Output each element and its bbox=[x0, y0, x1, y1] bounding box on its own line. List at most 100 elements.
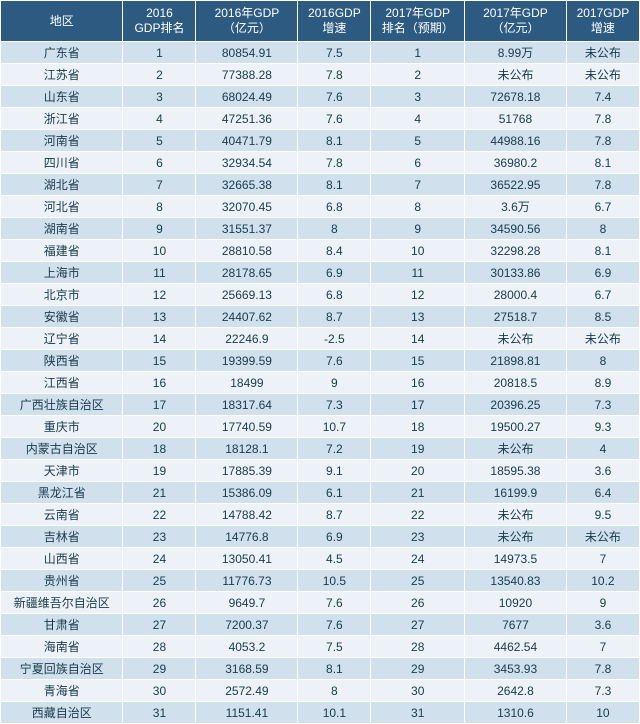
table-row: 新疆维吾尔自治区269649.77.626109209 bbox=[1, 592, 640, 614]
cell-growth16: 7.6 bbox=[298, 86, 371, 108]
cell-rank17: 1 bbox=[371, 42, 465, 64]
cell-growth16: 8.1 bbox=[298, 130, 371, 152]
cell-region: 甘肃省 bbox=[1, 614, 123, 636]
cell-rank17: 15 bbox=[371, 350, 465, 372]
cell-region: 江苏省 bbox=[1, 64, 123, 86]
cell-gdp16: 32934.54 bbox=[196, 152, 298, 174]
cell-growth16: 10.5 bbox=[298, 570, 371, 592]
cell-growth16: 6.8 bbox=[298, 196, 371, 218]
cell-rank16: 15 bbox=[123, 350, 196, 372]
cell-gdp17: 19500.27 bbox=[465, 416, 567, 438]
cell-gdp16: 47251.36 bbox=[196, 108, 298, 130]
cell-gdp17: 18595.38 bbox=[465, 460, 567, 482]
cell-rank17: 29 bbox=[371, 658, 465, 680]
cell-rank16: 25 bbox=[123, 570, 196, 592]
table-row: 浙江省447251.367.64517687.8 bbox=[1, 108, 640, 130]
cell-region: 云南省 bbox=[1, 504, 123, 526]
cell-gdp17: 51768 bbox=[465, 108, 567, 130]
cell-rank17: 27 bbox=[371, 614, 465, 636]
cell-gdp16: 15386.09 bbox=[196, 482, 298, 504]
cell-gdp16: 7200.37 bbox=[196, 614, 298, 636]
cell-rank17: 7 bbox=[371, 174, 465, 196]
cell-growth16: 10.1 bbox=[298, 702, 371, 724]
cell-growth17: 6.4 bbox=[566, 482, 639, 504]
cell-gdp16: 32070.45 bbox=[196, 196, 298, 218]
cell-gdp17: 36980.2 bbox=[465, 152, 567, 174]
cell-gdp16: 2572.49 bbox=[196, 680, 298, 702]
table-row: 四川省632934.547.8636980.28.1 bbox=[1, 152, 640, 174]
cell-rank17: 28 bbox=[371, 636, 465, 658]
table-row: 陕西省1519399.597.61521898.818 bbox=[1, 350, 640, 372]
header-growth16: 2016GDP增速 bbox=[298, 1, 371, 42]
cell-rank17: 3 bbox=[371, 86, 465, 108]
header-growth17: 2017GDP增速 bbox=[566, 1, 639, 42]
cell-region: 广西壮族自治区 bbox=[1, 394, 123, 416]
cell-rank16: 10 bbox=[123, 240, 196, 262]
cell-gdp16: 32665.38 bbox=[196, 174, 298, 196]
cell-gdp17: 44988.16 bbox=[465, 130, 567, 152]
cell-growth17: 9.5 bbox=[566, 504, 639, 526]
cell-rank17: 26 bbox=[371, 592, 465, 614]
cell-region: 吉林省 bbox=[1, 526, 123, 548]
table-row: 辽宁省1422246.9-2.514未公布未公布 bbox=[1, 328, 640, 350]
cell-gdp17: 未公布 bbox=[465, 438, 567, 460]
header-gdp16: 2016年GDP（亿元） bbox=[196, 1, 298, 42]
table-row: 广西壮族自治区1718317.647.31720396.257.3 bbox=[1, 394, 640, 416]
cell-growth17: 6.7 bbox=[566, 284, 639, 306]
cell-growth17: 8.1 bbox=[566, 240, 639, 262]
cell-gdp17: 16199.9 bbox=[465, 482, 567, 504]
cell-growth16: 8 bbox=[298, 218, 371, 240]
cell-rank16: 14 bbox=[123, 328, 196, 350]
cell-rank16: 22 bbox=[123, 504, 196, 526]
cell-rank17: 2 bbox=[371, 64, 465, 86]
cell-gdp16: 80854.91 bbox=[196, 42, 298, 64]
table-row: 黑龙江省2115386.096.12116199.96.4 bbox=[1, 482, 640, 504]
cell-rank16: 29 bbox=[123, 658, 196, 680]
cell-growth16: 7.3 bbox=[298, 394, 371, 416]
table-row: 安徽省1324407.628.71327518.78.5 bbox=[1, 306, 640, 328]
table-row: 河南省540471.798.1544988.167.8 bbox=[1, 130, 640, 152]
cell-rank16: 2 bbox=[123, 64, 196, 86]
cell-gdp16: 14776.8 bbox=[196, 526, 298, 548]
table-row: 贵州省2511776.7310.52513540.8310.2 bbox=[1, 570, 640, 592]
cell-region: 江西省 bbox=[1, 372, 123, 394]
header-rank16: 2016GDP排名 bbox=[123, 1, 196, 42]
table-row: 云南省2214788.428.722未公布9.5 bbox=[1, 504, 640, 526]
cell-gdp16: 14788.42 bbox=[196, 504, 298, 526]
cell-gdp16: 13050.41 bbox=[196, 548, 298, 570]
cell-rank17: 9 bbox=[371, 218, 465, 240]
cell-rank16: 12 bbox=[123, 284, 196, 306]
cell-gdp17: 4462.54 bbox=[465, 636, 567, 658]
cell-region: 山东省 bbox=[1, 86, 123, 108]
table-row: 广东省180854.917.518.99万未公布 bbox=[1, 42, 640, 64]
cell-rank17: 16 bbox=[371, 372, 465, 394]
cell-gdp16: 24407.62 bbox=[196, 306, 298, 328]
cell-rank16: 28 bbox=[123, 636, 196, 658]
table-row: 海南省284053.27.5284462.547 bbox=[1, 636, 640, 658]
cell-rank17: 12 bbox=[371, 284, 465, 306]
table-row: 山西省2413050.414.52414973.57 bbox=[1, 548, 640, 570]
cell-rank17: 13 bbox=[371, 306, 465, 328]
cell-gdp16: 4053.2 bbox=[196, 636, 298, 658]
table-row: 江苏省277388.287.82未公布未公布 bbox=[1, 64, 640, 86]
cell-region: 新疆维吾尔自治区 bbox=[1, 592, 123, 614]
cell-growth16: 8.1 bbox=[298, 658, 371, 680]
cell-growth17: 7.4 bbox=[566, 86, 639, 108]
cell-rank17: 11 bbox=[371, 262, 465, 284]
table-row: 天津市1917885.399.12018595.383.6 bbox=[1, 460, 640, 482]
table-row: 山东省368024.497.6372678.187.4 bbox=[1, 86, 640, 108]
cell-growth17: 未公布 bbox=[566, 328, 639, 350]
cell-rank16: 20 bbox=[123, 416, 196, 438]
cell-gdp17: 13540.83 bbox=[465, 570, 567, 592]
cell-growth16: 8.7 bbox=[298, 504, 371, 526]
cell-rank16: 4 bbox=[123, 108, 196, 130]
cell-gdp16: 28178.65 bbox=[196, 262, 298, 284]
cell-gdp17: 2642.8 bbox=[465, 680, 567, 702]
table-row: 北京市1225669.136.81228000.46.7 bbox=[1, 284, 640, 306]
cell-region: 青海省 bbox=[1, 680, 123, 702]
cell-rank16: 24 bbox=[123, 548, 196, 570]
table-row: 江西省161849991620818.58.9 bbox=[1, 372, 640, 394]
cell-gdp16: 17740.59 bbox=[196, 416, 298, 438]
gdp-table: 地区2016GDP排名2016年GDP（亿元）2016GDP增速2017年GDP… bbox=[0, 0, 640, 724]
header-rank17: 2017年GDP排名（预期） bbox=[371, 1, 465, 42]
